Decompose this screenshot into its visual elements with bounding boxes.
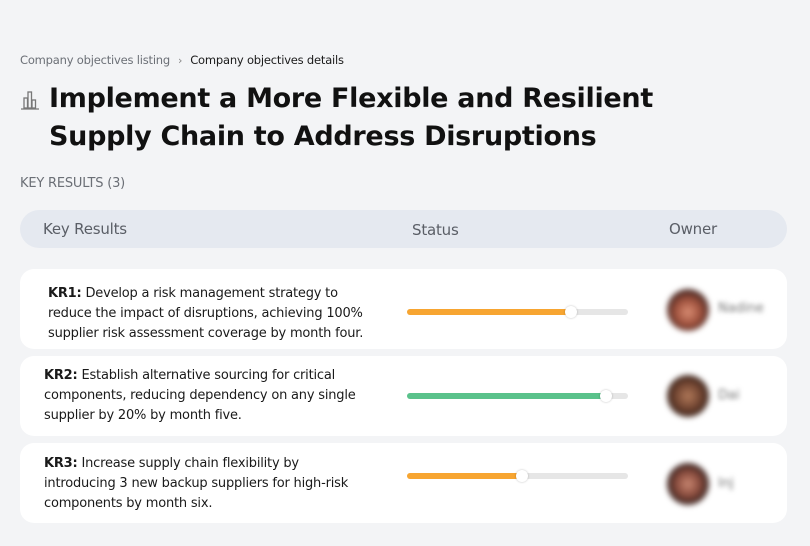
owner-name[interactable]: Inj bbox=[718, 476, 734, 491]
building-chart-icon bbox=[21, 91, 39, 110]
key-result-text: Develop a risk management strategy to re… bbox=[48, 286, 364, 341]
key-result-text: Increase supply chain flexibility by int… bbox=[44, 456, 349, 511]
progress-slider[interactable] bbox=[407, 306, 628, 318]
avatar[interactable] bbox=[667, 375, 709, 417]
progress-slider[interactable] bbox=[407, 470, 628, 482]
progress-knob[interactable] bbox=[564, 306, 577, 318]
owner-name[interactable]: Nadine bbox=[718, 301, 764, 316]
column-header-owner: Owner bbox=[669, 220, 717, 238]
progress-knob[interactable] bbox=[515, 470, 528, 482]
breadcrumb-link-listing[interactable]: Company objectives listing bbox=[20, 53, 170, 67]
progress-knob[interactable] bbox=[599, 390, 612, 402]
table-row[interactable]: KR3: Increase supply chain flexibility b… bbox=[20, 443, 787, 523]
key-result-description: KR1: Develop a risk management strategy … bbox=[48, 284, 378, 344]
progress-fill bbox=[407, 473, 522, 479]
avatar[interactable] bbox=[667, 463, 709, 505]
progress-fill bbox=[407, 393, 606, 399]
key-result-description: KR2: Establish alternative sourcing for … bbox=[44, 366, 374, 426]
table-row[interactable]: KR1: Develop a risk management strategy … bbox=[20, 269, 787, 349]
key-result-description: KR3: Increase supply chain flexibility b… bbox=[44, 454, 374, 514]
column-header-key-results: Key Results bbox=[43, 220, 127, 238]
key-result-id: KR1: bbox=[48, 286, 82, 301]
key-result-id: KR3: bbox=[44, 456, 78, 471]
avatar[interactable] bbox=[667, 289, 709, 331]
owner-name[interactable]: Dai bbox=[718, 388, 740, 403]
chevron-right-icon: › bbox=[178, 53, 183, 67]
progress-slider[interactable] bbox=[407, 390, 628, 402]
key-results-count-label: KEY RESULTS (3) bbox=[20, 176, 126, 191]
breadcrumb-current: Company objectives details bbox=[190, 53, 344, 67]
key-result-id: KR2: bbox=[44, 368, 78, 383]
page-title: Implement a More Flexible and Resilient … bbox=[49, 83, 653, 152]
column-header-status: Status bbox=[412, 221, 459, 239]
objective-header: Implement a More Flexible and Resilient … bbox=[20, 80, 720, 156]
breadcrumb: Company objectives listing › Company obj… bbox=[20, 53, 344, 67]
key-result-text: Establish alternative sourcing for criti… bbox=[44, 368, 356, 423]
progress-fill bbox=[407, 309, 571, 315]
table-header: Key Results Status Owner bbox=[20, 210, 787, 248]
table-row[interactable]: KR2: Establish alternative sourcing for … bbox=[20, 356, 787, 436]
